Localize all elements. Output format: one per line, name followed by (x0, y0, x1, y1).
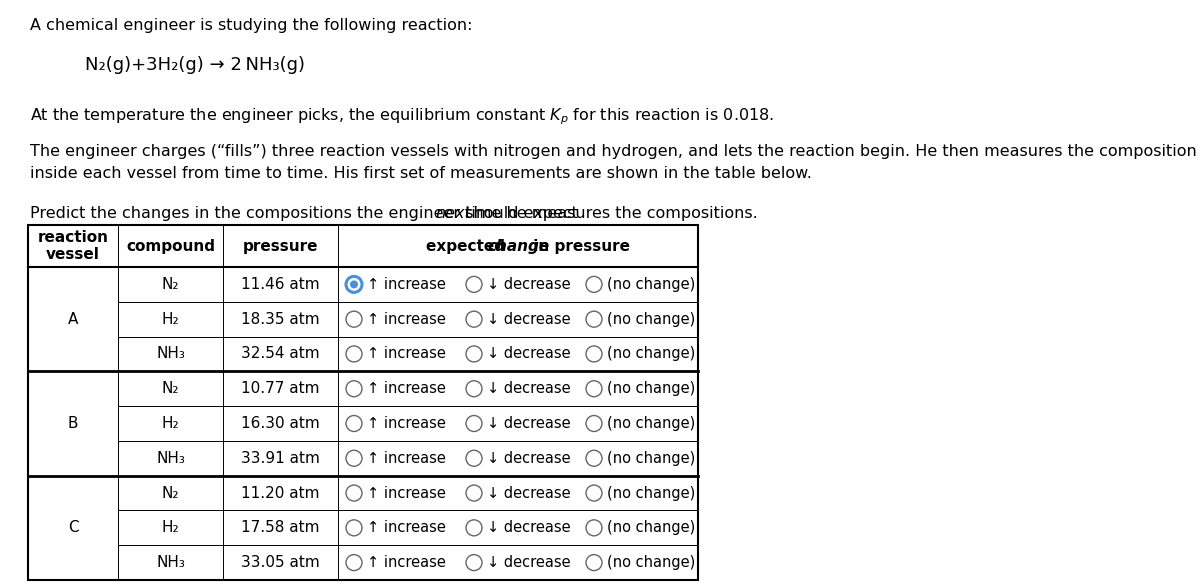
Text: ↓ decrease: ↓ decrease (487, 520, 571, 535)
Text: 33.05 atm: 33.05 atm (241, 555, 320, 570)
Text: 33.91 atm: 33.91 atm (241, 451, 320, 466)
Text: A: A (68, 312, 78, 327)
Circle shape (586, 485, 602, 501)
Circle shape (346, 554, 362, 570)
Text: (no change): (no change) (607, 416, 695, 431)
Text: 17.58 atm: 17.58 atm (241, 520, 319, 535)
Text: (no change): (no change) (607, 555, 695, 570)
Text: (no change): (no change) (607, 277, 695, 292)
Text: 11.46 atm: 11.46 atm (241, 277, 320, 292)
Text: ↓ decrease: ↓ decrease (487, 555, 571, 570)
Text: N₂: N₂ (162, 486, 179, 500)
Circle shape (346, 346, 362, 362)
Text: 16.30 atm: 16.30 atm (241, 416, 320, 431)
Circle shape (466, 346, 482, 362)
Text: ↑ increase: ↑ increase (367, 416, 446, 431)
Circle shape (466, 311, 482, 327)
Text: ↑ increase: ↑ increase (367, 451, 446, 466)
Text: ↑ increase: ↑ increase (367, 277, 446, 292)
Circle shape (586, 554, 602, 570)
Text: (no change): (no change) (607, 486, 695, 500)
Circle shape (350, 280, 358, 288)
Circle shape (586, 520, 602, 536)
Text: ↓ decrease: ↓ decrease (487, 486, 571, 500)
Text: ↓ decrease: ↓ decrease (487, 312, 571, 327)
Text: (no change): (no change) (607, 381, 695, 396)
Circle shape (466, 554, 482, 570)
Circle shape (586, 450, 602, 466)
Text: (no change): (no change) (607, 520, 695, 535)
Text: NH₃: NH₃ (156, 555, 185, 570)
Text: N₂: N₂ (162, 277, 179, 292)
Text: NH₃: NH₃ (156, 451, 185, 466)
Text: ↑ increase: ↑ increase (367, 381, 446, 396)
Text: 10.77 atm: 10.77 atm (241, 381, 319, 396)
Circle shape (346, 416, 362, 432)
Circle shape (586, 311, 602, 327)
Bar (28, 225, 698, 580)
Text: ↓ decrease: ↓ decrease (487, 277, 571, 292)
Text: reaction
vessel: reaction vessel (37, 230, 108, 262)
Text: NH₃: NH₃ (156, 346, 185, 362)
Text: ↓ decrease: ↓ decrease (487, 381, 571, 396)
Text: (no change): (no change) (607, 451, 695, 466)
Circle shape (466, 276, 482, 292)
Text: ↑ increase: ↑ increase (367, 555, 446, 570)
Text: ↓ decrease: ↓ decrease (487, 416, 571, 431)
Text: N₂: N₂ (162, 381, 179, 396)
Text: ↑ increase: ↑ increase (367, 520, 446, 535)
Circle shape (586, 276, 602, 292)
Text: Predict the changes in the compositions the engineer should expect: Predict the changes in the compositions … (30, 206, 583, 221)
Text: compound: compound (126, 239, 215, 253)
Circle shape (586, 380, 602, 397)
Text: C: C (67, 520, 78, 535)
Text: ↑ increase: ↑ increase (367, 486, 446, 500)
Circle shape (346, 276, 362, 292)
Text: (no change): (no change) (607, 346, 695, 362)
Text: H₂: H₂ (162, 416, 179, 431)
Text: H₂: H₂ (162, 312, 179, 327)
Text: in pressure: in pressure (528, 239, 630, 253)
Circle shape (346, 520, 362, 536)
Circle shape (466, 416, 482, 432)
Text: change: change (487, 239, 550, 253)
Circle shape (346, 450, 362, 466)
Text: ↑ increase: ↑ increase (367, 312, 446, 327)
Text: expected: expected (426, 239, 510, 253)
Text: ↑ increase: ↑ increase (367, 346, 446, 362)
Text: ↓ decrease: ↓ decrease (487, 451, 571, 466)
Circle shape (466, 380, 482, 397)
Text: ↓ decrease: ↓ decrease (487, 346, 571, 362)
Text: A chemical engineer is studying the following reaction:: A chemical engineer is studying the foll… (30, 18, 473, 33)
Text: (no change): (no change) (607, 312, 695, 327)
Circle shape (466, 450, 482, 466)
Circle shape (346, 311, 362, 327)
Text: 11.20 atm: 11.20 atm (241, 486, 319, 500)
Text: N₂(g)+3H₂(g) → 2 NH₃(g): N₂(g)+3H₂(g) → 2 NH₃(g) (85, 56, 305, 74)
Circle shape (466, 485, 482, 501)
Text: time he measures the compositions.: time he measures the compositions. (460, 206, 757, 221)
Text: pressure: pressure (242, 239, 318, 253)
Text: next: next (436, 206, 472, 221)
Text: 18.35 atm: 18.35 atm (241, 312, 320, 327)
Circle shape (346, 485, 362, 501)
Text: At the temperature the engineer picks, the equilibrium constant $K_p$ for this r: At the temperature the engineer picks, t… (30, 106, 774, 126)
Text: The engineer charges (“fills”) three reaction vessels with nitrogen and hydrogen: The engineer charges (“fills”) three rea… (30, 144, 1200, 181)
Text: B: B (67, 416, 78, 431)
Circle shape (346, 380, 362, 397)
Text: 32.54 atm: 32.54 atm (241, 346, 320, 362)
Circle shape (466, 520, 482, 536)
Circle shape (586, 346, 602, 362)
Text: H₂: H₂ (162, 520, 179, 535)
Circle shape (586, 416, 602, 432)
